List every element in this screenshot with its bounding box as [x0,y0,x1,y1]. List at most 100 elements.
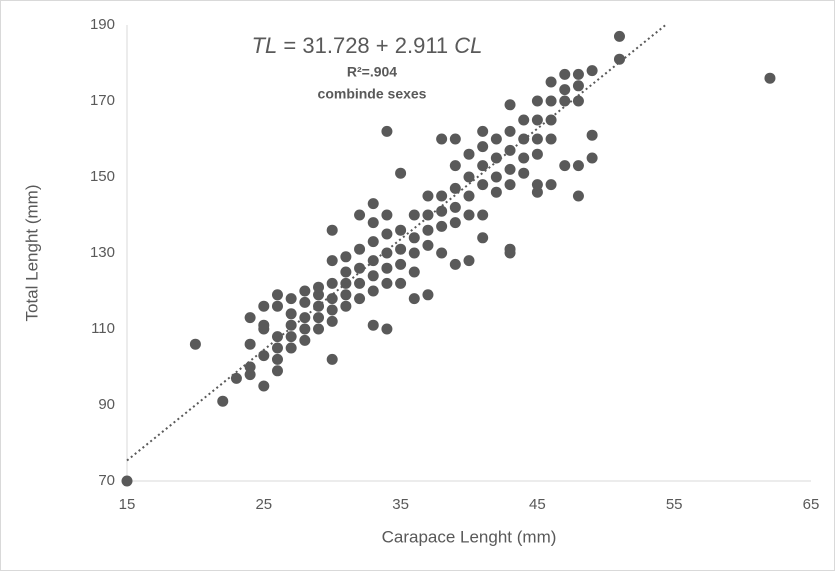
point [531,186,543,198]
point [436,133,448,145]
point [559,68,571,80]
y-tick-label: 70 [98,472,115,489]
point [504,179,516,191]
point [422,209,434,221]
equation: TL = 31.728 + 2.911 CL [252,33,483,58]
point [285,331,297,343]
point [395,224,407,236]
point [326,224,338,236]
point [381,247,393,259]
point [367,217,379,229]
x-axis-title: Carapace Lenght (mm) [382,527,557,546]
point [449,201,461,213]
point [449,160,461,172]
point [559,95,571,107]
point [572,80,584,92]
y-tick-label: 190 [90,16,115,33]
point [463,148,475,160]
point [217,395,229,407]
point [326,255,338,267]
y-tick-label: 90 [98,396,115,413]
point [408,293,420,305]
point [395,258,407,270]
point [381,209,393,221]
y-axis-title: Total Lenght (mm) [22,185,41,322]
point [531,95,543,107]
point [244,361,256,373]
point [504,125,516,137]
point [531,114,543,126]
point [613,30,625,42]
point [395,277,407,289]
point [449,217,461,229]
point [258,380,270,392]
point [559,160,571,172]
point [395,243,407,255]
point [271,353,283,365]
note: combinde sexes [318,86,427,102]
point [258,300,270,312]
point [490,171,502,183]
x-tick-label: 65 [803,496,820,513]
point [408,209,420,221]
equation-rhs: CL [454,33,482,58]
point [381,262,393,274]
point [463,255,475,267]
point [504,99,516,111]
point [367,198,379,210]
point [271,289,283,301]
point [340,289,352,301]
point [449,258,461,270]
point [477,141,489,153]
point [271,365,283,377]
point [586,129,598,141]
point [490,152,502,164]
point [326,304,338,316]
point [559,84,571,96]
x-tick-label: 15 [119,496,136,513]
point [285,308,297,320]
y-tick-label: 170 [90,92,115,109]
point [545,133,557,145]
point [367,319,379,331]
point [504,144,516,156]
point [422,239,434,251]
point [299,312,311,324]
point [326,277,338,289]
x-tick-label: 55 [666,496,683,513]
x-tick-label: 45 [529,496,546,513]
point [449,133,461,145]
point [340,300,352,312]
point [545,114,557,126]
point [354,262,366,274]
point [299,323,311,335]
equation-lhs: TL [252,33,278,58]
point [326,353,338,365]
point [504,163,516,175]
point [313,323,325,335]
point [299,285,311,297]
point [271,342,283,354]
point [436,247,448,259]
x-tick-label: 35 [392,496,409,513]
point [313,281,325,293]
point [545,95,557,107]
point [518,152,530,164]
point [285,319,297,331]
point [244,369,256,381]
point [463,190,475,202]
point [326,293,338,305]
point [572,68,584,80]
point [477,179,489,191]
point [436,190,448,202]
point [572,95,584,107]
point [340,266,352,278]
point [477,232,489,244]
point [531,133,543,145]
point [490,133,502,145]
y-tick-label: 150 [90,168,115,185]
r-squared: R²=.904 [347,64,397,80]
